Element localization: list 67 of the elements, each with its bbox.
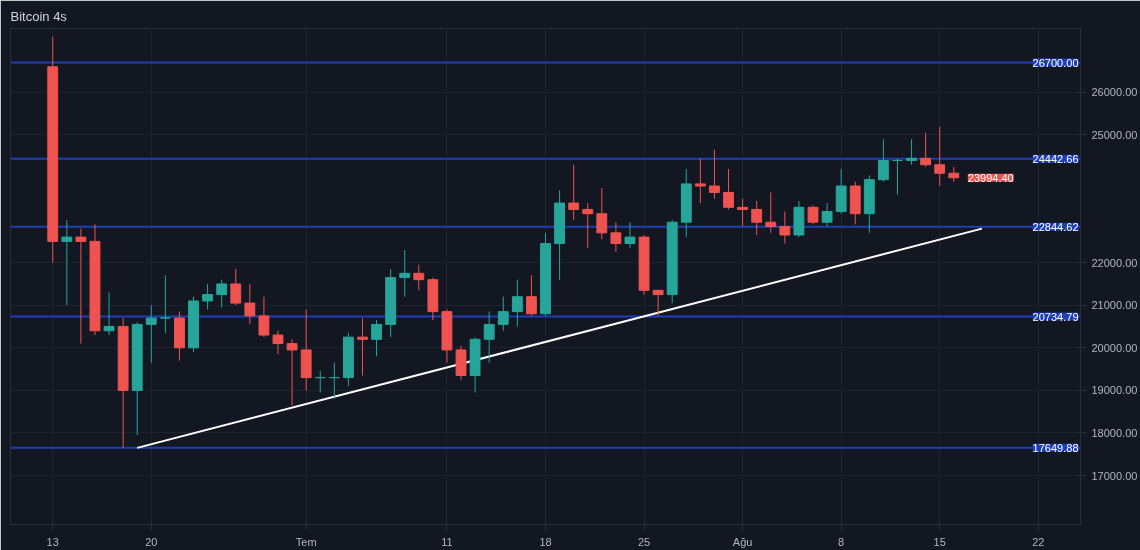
- y-tick-label: 18000.00: [1091, 426, 1138, 439]
- x-tick-label: 15: [933, 535, 946, 548]
- candlestick: [920, 132, 932, 168]
- candlestick: [371, 319, 382, 357]
- candlestick: [103, 291, 115, 336]
- candlestick: [399, 249, 411, 298]
- x-tick-label: 22: [1032, 535, 1045, 548]
- candlestick: [582, 202, 594, 249]
- candlestick: [877, 138, 889, 183]
- candlestick: [145, 304, 157, 364]
- candlestick: [596, 187, 608, 240]
- x-tick-label: 8: [838, 535, 845, 548]
- candlestick: [230, 268, 242, 306]
- candlestick: [61, 219, 73, 306]
- candlestick: [159, 274, 171, 334]
- ref-line-label: 22844.62: [1032, 220, 1079, 233]
- candlestick: [723, 168, 734, 210]
- x-tick-label: Tem: [295, 535, 317, 548]
- candlestick: [202, 283, 214, 310]
- x-tick-label: 20: [145, 535, 158, 548]
- candlestick: [652, 289, 664, 317]
- y-tick-label: 17000.00: [1091, 469, 1138, 482]
- y-tick-label: 25000.00: [1091, 128, 1138, 141]
- candlestick: [413, 264, 425, 291]
- y-tick-label: 26000.00: [1091, 86, 1138, 99]
- x-tick-label: 13: [46, 535, 59, 548]
- candlestick: [483, 311, 495, 364]
- y-tick-label: 20000.00: [1091, 341, 1138, 354]
- candlestick: [75, 228, 87, 345]
- x-tick-label: Ağu: [732, 535, 753, 548]
- candlestick: [497, 296, 509, 332]
- candlestick: [314, 370, 326, 394]
- candlestick: [807, 204, 819, 225]
- chart-title: Bitcoin 4s: [10, 8, 67, 24]
- ref-line-label: 26700.00: [1032, 56, 1079, 69]
- candlestick: [525, 274, 537, 317]
- y-tick-label: 19000.00: [1091, 384, 1138, 397]
- candlestick: [751, 200, 763, 236]
- candlestick: [737, 198, 749, 227]
- y-tick-label: 21000.00: [1091, 299, 1138, 312]
- x-tick-label: 18: [539, 535, 552, 548]
- candlestick: [216, 279, 228, 308]
- candlestick: [610, 221, 622, 253]
- candlestick: [906, 138, 917, 166]
- candlestick: [328, 362, 340, 400]
- candlestick: [568, 164, 580, 221]
- candlestick: [709, 149, 720, 200]
- candlestick: [258, 296, 270, 338]
- y-tick-label: 22000.00: [1091, 256, 1138, 269]
- ref-line-label: 20734.79: [1032, 310, 1079, 323]
- ref-line-label: 17649.88: [1032, 441, 1079, 454]
- candlestick: [779, 211, 791, 244]
- candlestick: [357, 317, 368, 376]
- candlestick: [511, 279, 523, 328]
- x-tick-label: 11: [441, 535, 453, 548]
- candlestick: [244, 283, 256, 325]
- candlestick: [765, 191, 777, 234]
- candlestick: [624, 221, 636, 249]
- x-tick-label: 25: [637, 535, 651, 548]
- candlestick: [286, 338, 298, 406]
- candlestick: [934, 125, 946, 187]
- candlestick: [892, 157, 903, 196]
- annotation: 23994.40: [967, 171, 1014, 184]
- candlestick: [272, 330, 284, 355]
- ref-line-label: 24442.66: [1032, 152, 1079, 165]
- candlestick: [821, 202, 833, 227]
- candlestick: [694, 157, 706, 204]
